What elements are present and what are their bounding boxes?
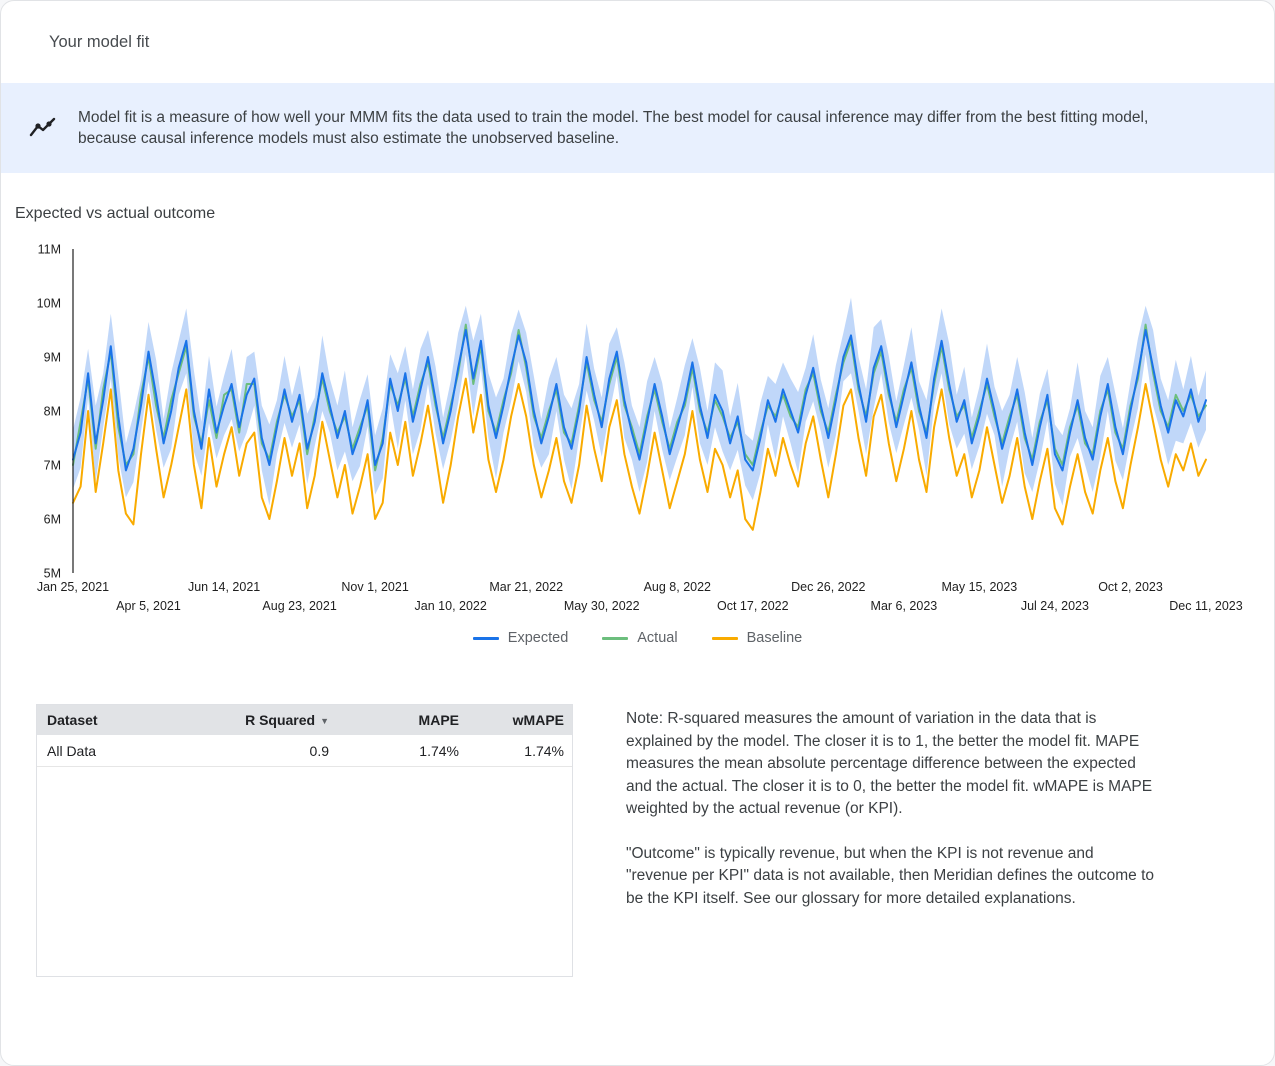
x-tick-label: Jan 10, 2022 bbox=[415, 599, 487, 613]
y-tick-label: 10M bbox=[37, 297, 61, 311]
x-tick-label: May 30, 2022 bbox=[564, 599, 640, 613]
y-tick-label: 6M bbox=[44, 513, 61, 527]
x-tick-label: Aug 23, 2021 bbox=[262, 599, 336, 613]
y-tick-label: 5M bbox=[44, 567, 61, 581]
credible-interval-band bbox=[73, 297, 1206, 506]
x-tick-label: Jan 25, 2021 bbox=[37, 580, 109, 594]
section-title: Expected vs actual outcome bbox=[15, 205, 216, 222]
col-header-wmape[interactable]: wMAPE bbox=[512, 712, 564, 728]
page-title: Your model fit bbox=[49, 32, 150, 51]
cell-wmape: 1.74% bbox=[524, 742, 564, 759]
info-banner: Model fit is a measure of how well your … bbox=[1, 83, 1274, 173]
legend-label-expected: Expected bbox=[507, 630, 569, 646]
x-tick-label: Jul 24, 2023 bbox=[1021, 599, 1089, 613]
col-header-dataset[interactable]: Dataset bbox=[47, 712, 98, 728]
note-paragraph-1: Note: R-squared measures the amount of v… bbox=[626, 710, 1153, 817]
table-header-row: Dataset R Squared ▼ MAPE wMAPE bbox=[37, 705, 572, 735]
cell-r-squared: 0.9 bbox=[309, 742, 329, 759]
table-row: All Data 0.9 1.74% 1.74% bbox=[37, 735, 572, 767]
expected-line bbox=[72, 329, 1207, 472]
col-header-r-squared[interactable]: R Squared ▼ bbox=[202, 712, 337, 728]
model-fit-table: Dataset R Squared ▼ MAPE wMAPE All Data 0… bbox=[36, 704, 573, 977]
x-tick-label: Jun 14, 2021 bbox=[188, 580, 260, 594]
x-tick-label: Nov 1, 2021 bbox=[341, 580, 408, 594]
x-tick-label: Aug 8, 2022 bbox=[644, 580, 711, 594]
legend-label-actual: Actual bbox=[637, 630, 678, 646]
legend-item-actual: Actual bbox=[602, 630, 678, 646]
actual-line-swatch bbox=[602, 636, 629, 640]
model-fit-chart[interactable]: 5M 6M 7M 8M 9M 10M 11M Jan 25, 2021 Apr 5, 2021 J… bbox=[1, 239, 1275, 617]
expected-line-swatch bbox=[472, 636, 499, 640]
legend-item-baseline: Baseline bbox=[711, 630, 803, 646]
col-header-r-squared-label: R Squared bbox=[245, 712, 316, 728]
x-tick-label: Dec 11, 2023 bbox=[1169, 599, 1242, 613]
legend-label-baseline: Baseline bbox=[746, 630, 803, 646]
x-tick-label: Mar 21, 2022 bbox=[489, 580, 563, 594]
x-tick-label: Apr 5, 2021 bbox=[116, 599, 181, 613]
x-tick-label: Oct 2, 2023 bbox=[1098, 580, 1163, 594]
x-tick-label: Oct 17, 2022 bbox=[717, 599, 789, 613]
y-tick-label: 8M bbox=[44, 405, 61, 419]
card-header: Your model fit bbox=[1, 1, 1274, 83]
baseline-line-swatch bbox=[711, 636, 738, 640]
chart-legend: Expected Actual Baseline bbox=[1, 630, 1274, 646]
sort-descending-icon[interactable]: ▼ bbox=[320, 716, 329, 727]
note-text: Note: R-squared measures the amount of v… bbox=[626, 704, 1158, 977]
note-paragraph-2: "Outcome" is typically revenue, but when… bbox=[626, 844, 1154, 907]
bottom-section: Dataset R Squared ▼ MAPE wMAPE All Data 0… bbox=[1, 704, 1274, 977]
x-tick-label: May 15, 2023 bbox=[942, 580, 1018, 594]
chart-area: 5M 6M 7M 8M 9M 10M 11M Jan 25, 2021 Apr 5, 2021 J… bbox=[1, 239, 1275, 647]
x-tick-label: Dec 26, 2022 bbox=[791, 580, 865, 594]
y-tick-label: 7M bbox=[44, 459, 61, 473]
y-tick-label: 9M bbox=[44, 351, 61, 365]
baseline-line bbox=[72, 377, 1207, 531]
x-tick-label: Mar 6, 2023 bbox=[871, 599, 938, 613]
banner-text: Model fit is a measure of how well your … bbox=[78, 108, 1149, 148]
insights-icon bbox=[28, 113, 58, 143]
col-header-mape[interactable]: MAPE bbox=[418, 712, 459, 728]
cell-mape: 1.74% bbox=[419, 742, 459, 759]
y-tick-label: 11M bbox=[38, 243, 61, 257]
cell-dataset: All Data bbox=[47, 742, 97, 759]
legend-item-expected: Expected bbox=[472, 630, 569, 646]
